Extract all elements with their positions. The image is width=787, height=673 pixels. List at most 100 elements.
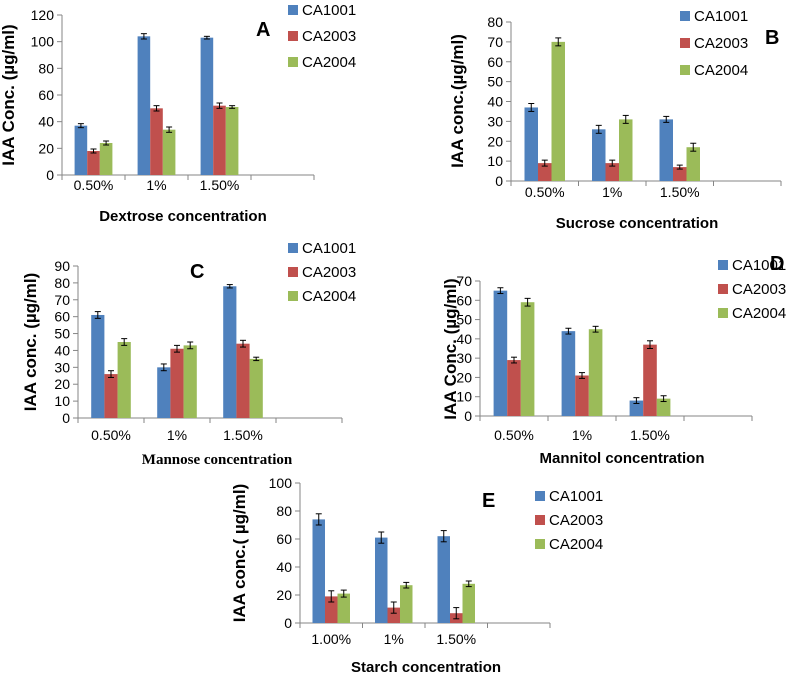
y-tick-label: 30 [487, 113, 503, 129]
legend-swatch-CA2003 [535, 515, 545, 525]
y-tick-label: 30 [456, 350, 472, 366]
y-tick-label: 70 [487, 34, 503, 50]
y-tick-label: 50 [54, 326, 70, 342]
y-axis-title: IAA conc. (µg/ml) [21, 273, 40, 412]
bar-CA1001-0 [493, 290, 508, 416]
y-tick-label: 80 [54, 275, 70, 291]
legend-swatch-CA2004 [718, 308, 728, 318]
legend-swatch-CA2003 [680, 38, 690, 48]
legend-label-CA2003: CA2003 [732, 281, 786, 298]
bar-CA2003-0 [325, 596, 338, 623]
x-tick-label: 0.50% [74, 177, 114, 193]
bar-CA1001-1 [157, 367, 171, 418]
legend-label-CA1001: CA1001 [302, 2, 356, 19]
legend-swatch-CA1001 [680, 11, 690, 21]
bar-CA2004-2 [656, 398, 671, 416]
bar-CA2003-0 [104, 374, 118, 418]
chart-panel-B: 0 10 20 30 40 50 60 70 80 0.50% 1% 1.50% Sucrose con… [448, 8, 782, 232]
bar-CA2003-1 [150, 108, 163, 175]
y-tick-label: 120 [31, 7, 55, 23]
bar-CA1001-0 [91, 314, 105, 418]
bar-CA2004-0 [551, 41, 565, 181]
legend-swatch-CA1001 [535, 491, 545, 501]
bar-CA2003-2 [213, 105, 226, 175]
legend-label-CA2004: CA2004 [549, 536, 603, 553]
legend-label-CA2003: CA2003 [549, 512, 603, 529]
legend-label-CA2003: CA2003 [694, 35, 748, 52]
legend-label-CA2003: CA2003 [302, 264, 356, 281]
legend-swatch-CA1001 [288, 5, 298, 15]
y-tick-label: 10 [456, 389, 472, 405]
x-axis-title: Mannitol concentration [540, 450, 705, 467]
y-tick-label: 20 [456, 369, 472, 385]
panel-letter: E [482, 490, 495, 512]
x-tick-label: 0.50% [494, 427, 534, 443]
bar-CA2004-2 [686, 147, 700, 181]
bar-CA2004-1 [400, 585, 413, 623]
y-tick-label: 60 [276, 531, 292, 547]
y-tick-label: 0 [62, 410, 70, 426]
bar-CA1001-1 [137, 36, 151, 176]
x-tick-label: 1% [384, 631, 404, 647]
bar-CA2003-0 [507, 360, 521, 416]
bar-CA1001-0 [312, 519, 325, 623]
chart-panel-A: 0 20 40 60 80 100 120 0.50% 1% 1.50% Dextrose conc… [0, 2, 356, 225]
legend-swatch-CA2004 [288, 57, 298, 67]
bar-CA2003-0 [87, 151, 100, 175]
x-tick-label: 1.00% [311, 631, 351, 647]
legend-swatch-CA2003 [288, 267, 298, 277]
legend-swatch-CA2004 [288, 291, 298, 301]
y-tick-label: 40 [487, 94, 503, 110]
y-axis-title: IAA conc.( µg/ml) [230, 484, 249, 623]
panel-letter: B [765, 27, 779, 49]
x-tick-label: 0.50% [91, 427, 131, 443]
legend-label-CA2004: CA2004 [732, 305, 786, 322]
x-tick-label: 1.50% [660, 184, 700, 200]
bar-CA2004-0 [520, 302, 535, 416]
bar-CA2004-1 [162, 129, 176, 175]
x-axis-title: Mannose concentration [142, 452, 293, 468]
y-tick-label: 40 [38, 114, 54, 130]
x-axis-title: Starch concentration [351, 659, 501, 673]
legend-label-CA1001: CA1001 [732, 257, 786, 274]
y-tick-label: 60 [456, 292, 472, 308]
x-tick-label: 1% [167, 427, 187, 443]
x-tick-label: 1.50% [630, 427, 670, 443]
bar-CA2004-1 [588, 329, 603, 416]
bar-CA1001-1 [375, 537, 388, 623]
x-axis-title: Dextrose concentration [99, 208, 267, 225]
y-tick-label: 10 [54, 393, 70, 409]
y-tick-label: 20 [276, 587, 292, 603]
y-axis-title: IAA Conc. (µg/ml) [0, 24, 18, 165]
bar-CA1001-2 [437, 536, 450, 623]
y-tick-label: 0 [46, 167, 54, 183]
bar-CA1001-2 [629, 400, 644, 416]
y-axis-title: IAA Conc. (µg/ml) [441, 278, 460, 419]
y-tick-label: 30 [54, 359, 70, 375]
y-tick-label: 50 [456, 312, 472, 328]
y-tick-label: 50 [487, 74, 503, 90]
x-tick-label: 1.50% [436, 631, 476, 647]
y-tick-label: 0 [284, 615, 292, 631]
y-tick-label: 40 [276, 559, 292, 575]
y-tick-label: 80 [276, 503, 292, 519]
x-tick-label: 1.50% [223, 427, 263, 443]
legend-swatch-CA2003 [288, 31, 298, 41]
panel-letter: D [770, 253, 784, 275]
bar-CA2004-2 [249, 358, 263, 418]
bar-CA2003-2 [673, 167, 687, 181]
y-tick-label: 80 [487, 14, 503, 30]
legend-label-CA2004: CA2004 [302, 54, 356, 71]
legend-swatch-CA1001 [288, 243, 298, 253]
x-tick-label: 1% [602, 184, 622, 200]
bar-CA2004-2 [462, 583, 475, 623]
x-axis-title: Sucrose concentration [556, 215, 719, 232]
legend-label-CA2003: CA2003 [302, 28, 356, 45]
x-tick-label: 1% [572, 427, 592, 443]
legend-label-CA1001: CA1001 [549, 488, 603, 505]
y-tick-label: 20 [54, 376, 70, 392]
y-tick-label: 0 [495, 173, 503, 189]
y-tick-label: 10 [487, 153, 503, 169]
legend-label-CA2004: CA2004 [694, 62, 748, 79]
